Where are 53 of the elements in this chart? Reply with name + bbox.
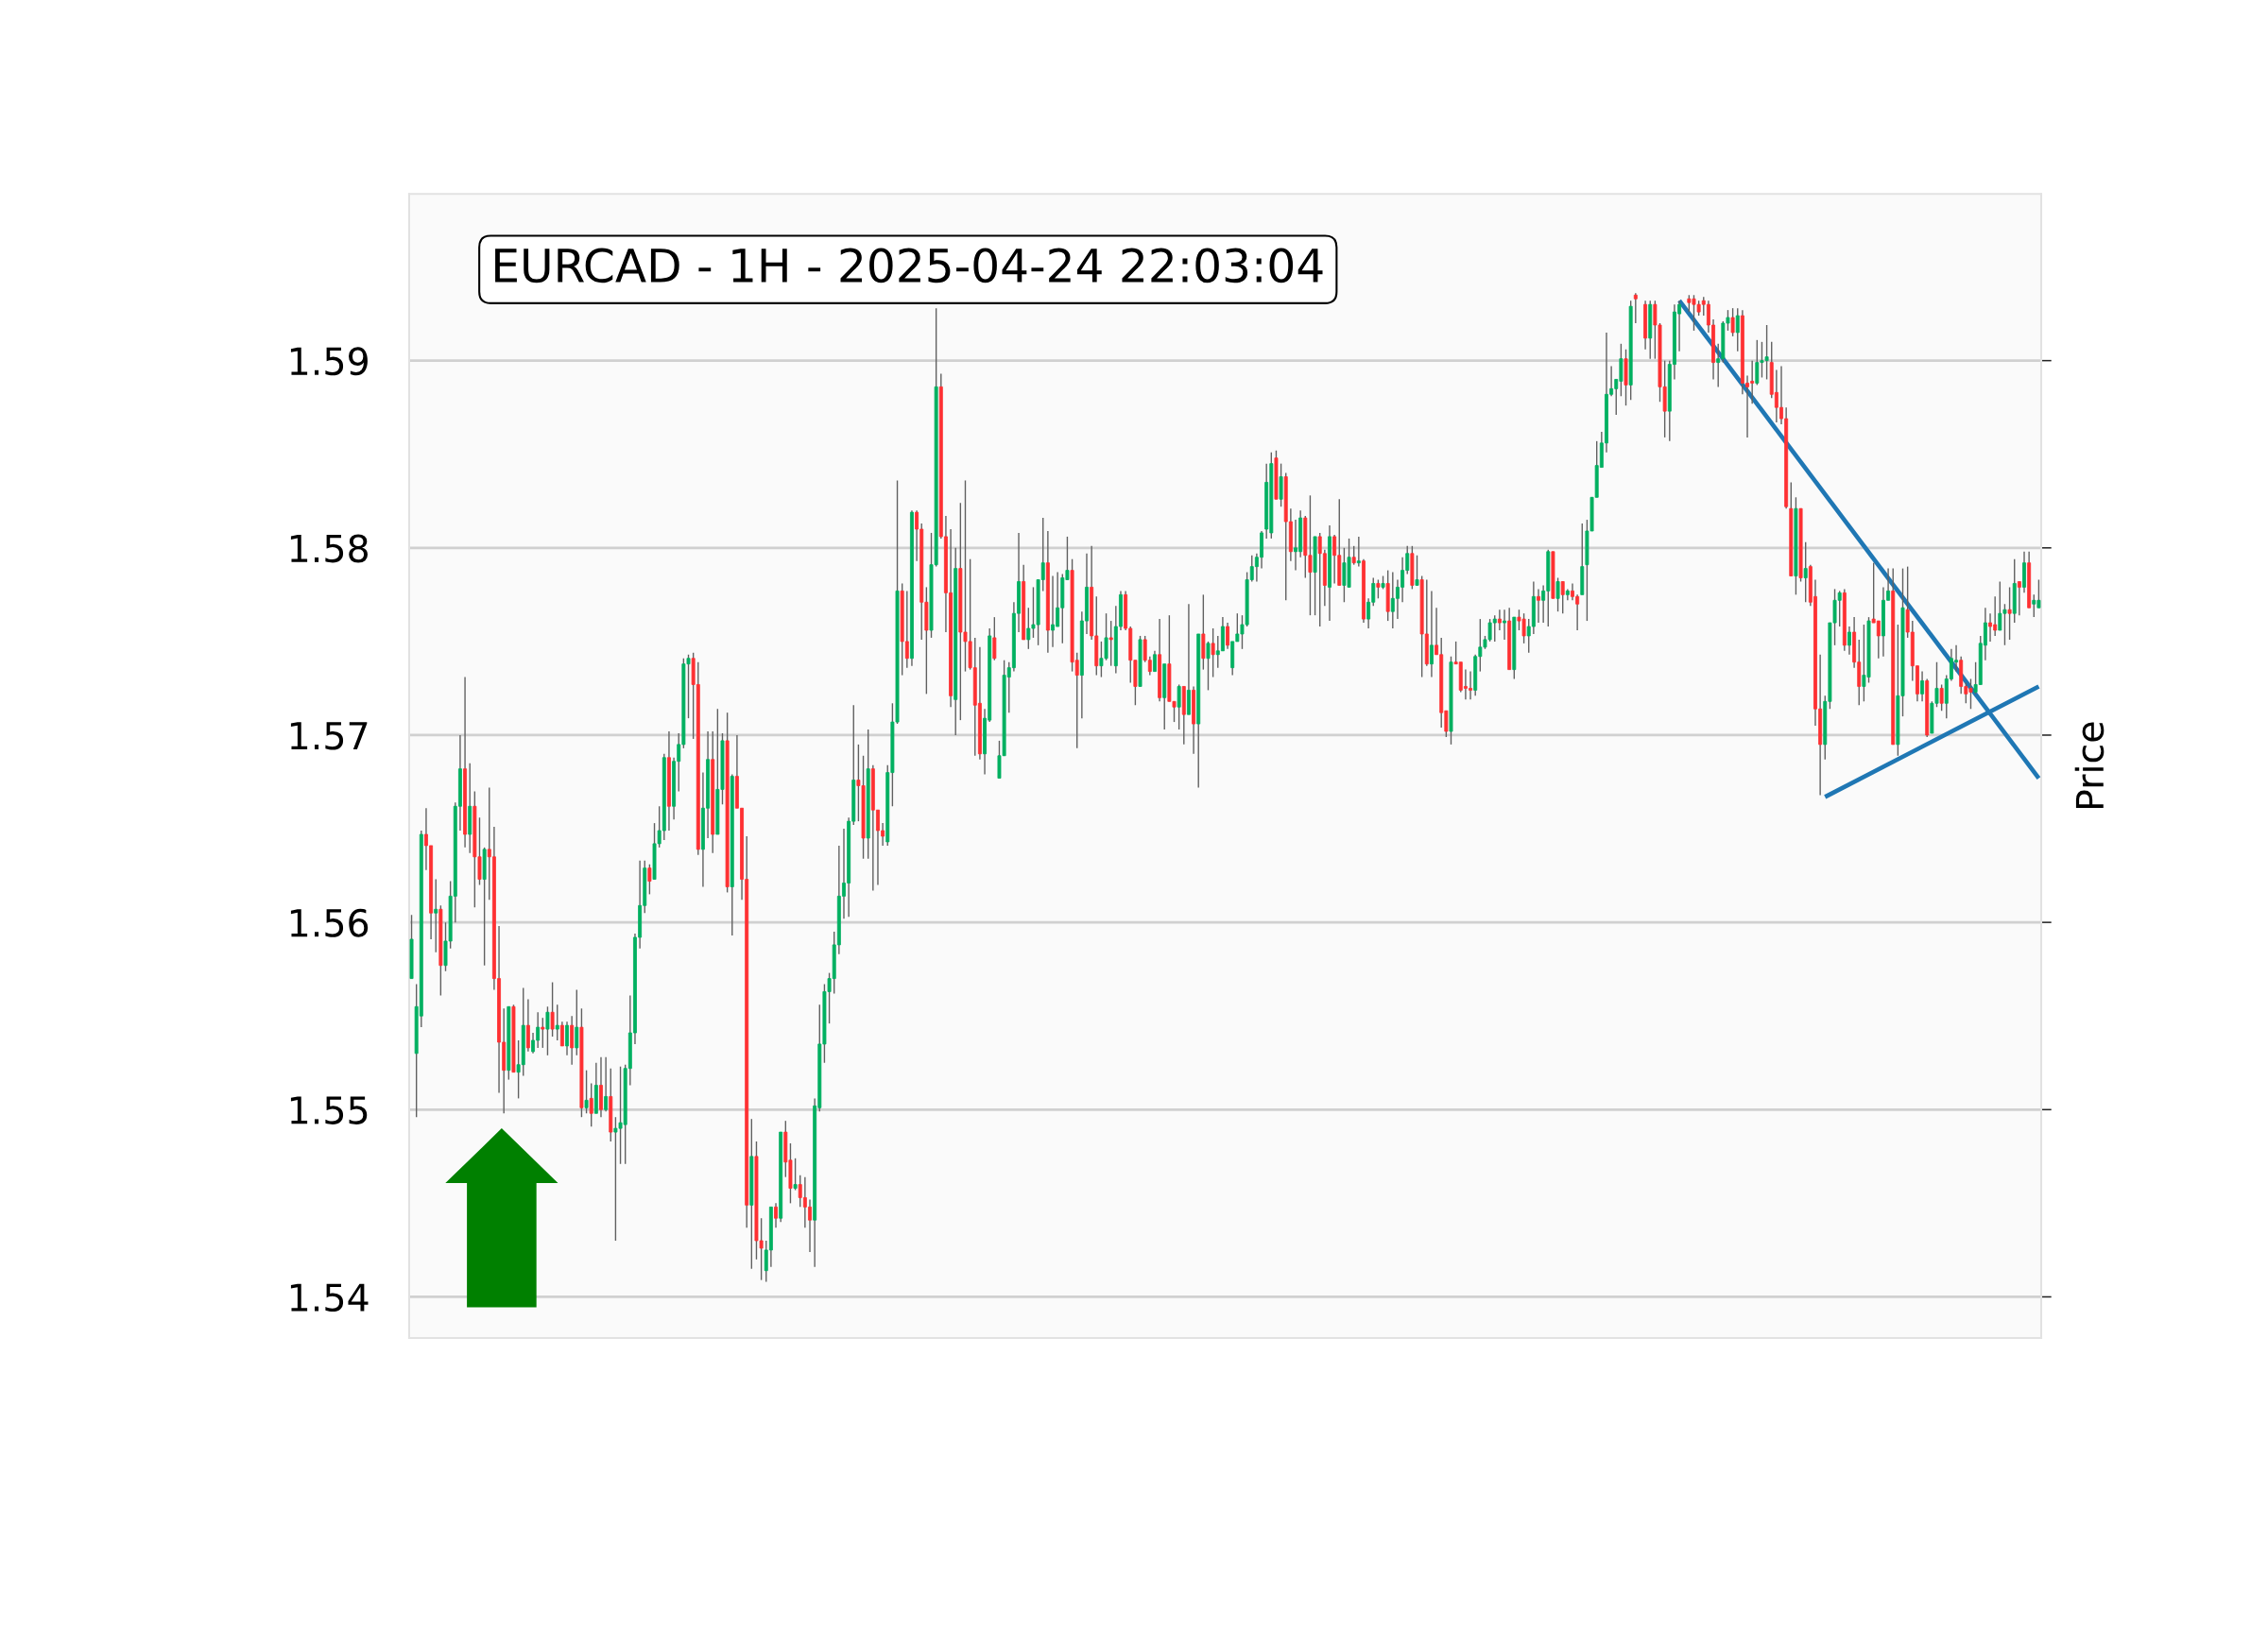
candlestick — [550, 981, 555, 1038]
candlestick — [1108, 620, 1113, 667]
candlestick — [1351, 545, 1356, 566]
candlestick — [1332, 534, 1337, 585]
candlestick — [793, 1158, 798, 1192]
candlestick — [992, 616, 997, 661]
candlestick — [1803, 541, 1808, 603]
candlestick — [1847, 626, 1851, 656]
candlestick — [541, 1017, 545, 1049]
candlestick — [1497, 609, 1502, 631]
y-tick-label: 1.57 — [290, 722, 368, 750]
candlestick — [1206, 641, 1211, 692]
y-tick-label: 1.56 — [290, 908, 369, 937]
candlestick — [1152, 650, 1157, 673]
candlestick — [1279, 462, 1283, 507]
candlestick — [774, 1202, 778, 1228]
candlestick — [2017, 580, 2021, 616]
candlestick — [1555, 576, 1560, 612]
candlestick — [2007, 586, 2012, 641]
candlestick — [1177, 683, 1181, 730]
candlestick — [1920, 670, 1925, 702]
candlestick — [1376, 578, 1381, 600]
candlestick — [1356, 536, 1361, 568]
y-tick-label: 1.59 — [290, 347, 368, 376]
candlestick — [1503, 609, 1506, 641]
candlestick — [570, 1015, 575, 1066]
y-tick-label: 1.58 — [290, 534, 368, 563]
candlestick — [589, 1082, 593, 1127]
candlestick — [545, 1005, 550, 1056]
candlestick — [565, 1021, 569, 1056]
candlestick — [604, 1056, 609, 1112]
candlestick — [1735, 307, 1740, 352]
candlestick — [1211, 627, 1215, 678]
text: EURCAD - 1H - 2025-04-24 22:03:04 — [495, 248, 1323, 283]
candlestick — [584, 1069, 589, 1114]
candlestick — [434, 878, 438, 953]
candlestick — [1537, 588, 1540, 624]
candlestick — [525, 998, 530, 1053]
candlestick — [1429, 590, 1434, 678]
candlestick — [1939, 683, 1944, 712]
candlestick — [1226, 622, 1230, 650]
candlestick — [555, 1004, 559, 1041]
candlestick — [1633, 292, 1638, 324]
candlestick — [1415, 555, 1419, 587]
candlestick — [1560, 580, 1565, 614]
candlestick — [575, 988, 579, 1056]
candlestick — [1730, 307, 1735, 337]
y-tick-label: 1.54 — [290, 1283, 369, 1313]
candlestick — [2032, 593, 2036, 618]
candlestick — [559, 1021, 564, 1047]
y-tick-label: 1.55 — [290, 1096, 368, 1124]
y-axis-title: Price — [2074, 722, 2105, 809]
candlestick — [647, 864, 652, 896]
